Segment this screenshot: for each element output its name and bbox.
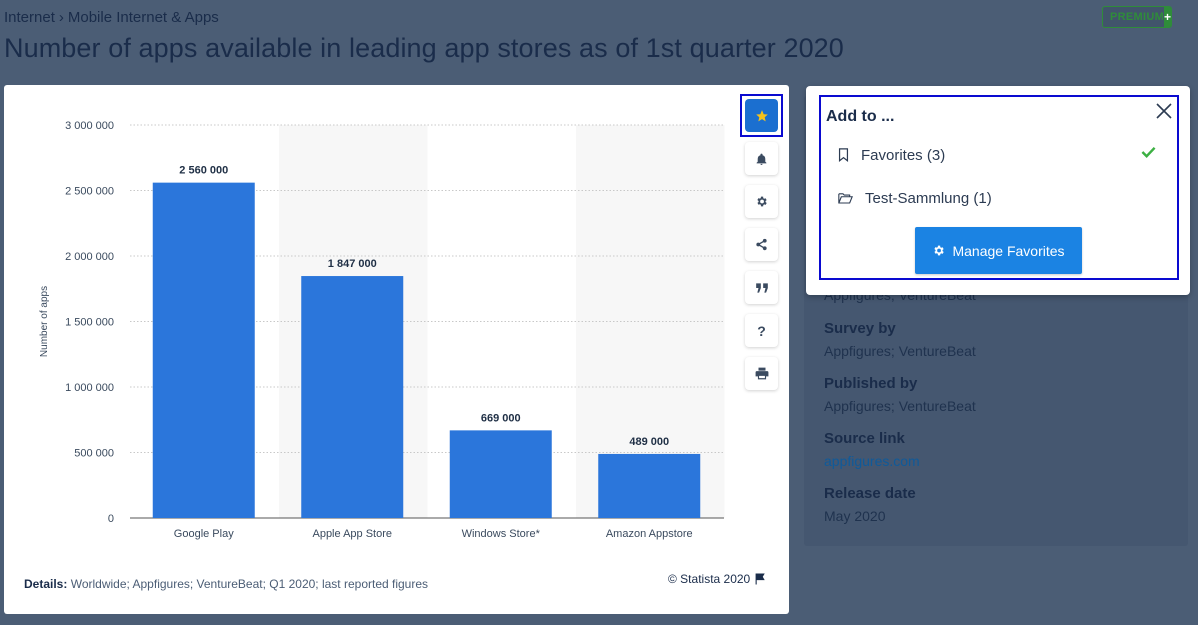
- bell-icon: [756, 153, 767, 165]
- x-tick-label: Amazon Appstore: [606, 528, 693, 540]
- x-tick-label: Windows Store*: [462, 528, 541, 540]
- print-button[interactable]: [745, 357, 778, 390]
- print-icon: [755, 367, 768, 380]
- survey-by-value: Appfigures; VentureBeat: [824, 343, 976, 359]
- y-tick-label: 3 000 000: [65, 120, 114, 132]
- quote-icon: [755, 282, 768, 293]
- bar-value-label: 669 000: [481, 412, 521, 424]
- manage-favorites-button[interactable]: Manage Favorites: [915, 227, 1082, 274]
- bar-value-label: 2 560 000: [179, 165, 228, 177]
- breadcrumb-link-internet[interactable]: Internet: [4, 9, 55, 26]
- settings-button[interactable]: [745, 185, 778, 218]
- manage-favorites-label: Manage Favorites: [952, 242, 1065, 259]
- folder-open-icon: [838, 193, 853, 204]
- release-date-value: May 2020: [824, 508, 886, 524]
- test-sammlung-label: Test-Sammlung (1): [865, 189, 992, 207]
- details-label: Details:: [24, 577, 68, 591]
- bar: [301, 276, 404, 518]
- favorites-label: Favorites (3): [861, 146, 946, 164]
- citation-button[interactable]: [745, 271, 778, 304]
- published-by-value: Appfigures; VentureBeat: [824, 398, 976, 414]
- question-icon: ?: [757, 322, 766, 339]
- bar-value-label: 489 000: [629, 436, 669, 448]
- popup-focus-frame: [819, 95, 1179, 280]
- share-icon: [756, 238, 767, 251]
- y-tick-label: 500 000: [74, 448, 114, 460]
- breadcrumb-link-mobile-internet[interactable]: Mobile Internet & Apps: [67, 9, 219, 26]
- close-icon[interactable]: [1154, 101, 1174, 121]
- details-text: Worldwide; Appfigures; VentureBeat; Q1 2…: [70, 577, 429, 591]
- y-tick-label: 0: [108, 513, 114, 525]
- x-tick-label: Google Play: [174, 528, 234, 540]
- chart-card: 0 500 000 1 000 000 1 500 000 2 000 000 2 500…: [4, 85, 789, 614]
- page-title: Number of apps available in leading app …: [4, 33, 844, 63]
- chart-details: Details: Worldwide; Appfigures; VentureB…: [24, 577, 428, 591]
- flag-icon: [755, 573, 765, 585]
- favorites-list-item[interactable]: Favorites (3): [838, 143, 945, 167]
- bar-chart: 0 500 000 1 000 000 1 500 000 2 000 000 2 500…: [39, 120, 725, 540]
- copyright-text: © Statista 2020: [668, 572, 751, 586]
- notification-button[interactable]: [745, 142, 778, 175]
- breadcrumb-separator: ›: [58, 9, 64, 26]
- check-icon: [1141, 146, 1156, 158]
- premium-badge[interactable]: PREMIUM +: [1102, 6, 1172, 28]
- gear-icon: [934, 245, 945, 256]
- column-band: [576, 125, 725, 518]
- breadcrumb: Internet › Mobile Internet & Apps: [4, 9, 219, 26]
- survey-by-label: Survey by: [824, 320, 896, 337]
- test-sammlung-list-item[interactable]: Test-Sammlung (1): [838, 186, 992, 210]
- x-tick-label: Apple App Store: [312, 528, 392, 540]
- release-date-label: Release date: [824, 485, 916, 502]
- y-tick-label: 1 000 000: [65, 382, 114, 394]
- premium-plus-icon: +: [1164, 7, 1171, 27]
- bar-value-label: 1 847 000: [328, 258, 377, 270]
- gear-icon: [757, 196, 767, 207]
- premium-label: PREMIUM: [1110, 11, 1165, 23]
- y-tick-label: 2 000 000: [65, 251, 114, 263]
- info-button[interactable]: ?: [745, 314, 778, 347]
- y-tick-label: 2 500 000: [65, 186, 114, 198]
- popup-title: Add to ...: [826, 108, 895, 125]
- y-tick-label: 1 500 000: [65, 317, 114, 329]
- y-axis-title: Number of apps: [39, 286, 50, 357]
- source-link[interactable]: appfigures.com: [824, 453, 920, 469]
- add-to-popup: Add to ... Favorites (3) Test-Sammlung (…: [806, 86, 1190, 295]
- bookmark-icon: [838, 148, 849, 162]
- bar: [152, 182, 255, 518]
- star-icon: [755, 109, 768, 121]
- share-button[interactable]: [745, 228, 778, 261]
- bar: [598, 453, 701, 518]
- favorite-button[interactable]: [740, 94, 783, 137]
- published-by-label: Published by: [824, 375, 918, 392]
- source-link-label: Source link: [824, 430, 905, 447]
- bar: [449, 430, 552, 518]
- copyright[interactable]: © Statista 2020: [668, 572, 766, 586]
